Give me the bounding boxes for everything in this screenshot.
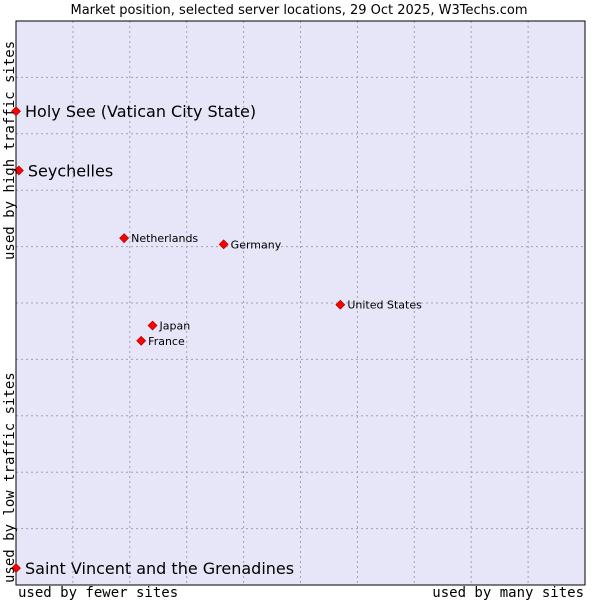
point-label: Japan [159, 320, 191, 333]
y-axis-label-top: used by high traffic sites [2, 41, 18, 260]
point-marker [335, 299, 346, 310]
x-axis-label-right: used by many sites [432, 585, 584, 600]
y-axis-label-bottom: used by low traffic sites [2, 372, 18, 583]
point-japan: Japan [147, 320, 191, 333]
point-label: Saint Vincent and the Grenadines [25, 559, 294, 578]
point-marker [11, 563, 21, 574]
point-germany: Germany [218, 238, 282, 251]
point-marker [218, 239, 229, 250]
chart-title: Market position, selected server locatio… [70, 3, 527, 18]
point-saint-vincent-and-the-grenadines: Saint Vincent and the Grenadines [11, 559, 294, 578]
point-marker [13, 165, 24, 176]
point-label: France [148, 335, 185, 348]
point-netherlands: Netherlands [119, 232, 198, 245]
grid-lines [16, 21, 585, 585]
point-holy-see-vatican-city-state: Holy See (Vatican City State) [11, 102, 256, 121]
point-marker [147, 320, 158, 331]
x-axis-label-left: used by fewer sites [18, 585, 178, 600]
point-france: France [136, 335, 185, 348]
point-label: Holy See (Vatican City State) [25, 102, 256, 121]
point-marker [136, 335, 147, 346]
point-marker [119, 233, 130, 244]
point-label: Netherlands [131, 232, 198, 245]
point-label: Seychelles [28, 161, 113, 180]
point-marker [11, 106, 21, 117]
data-points: Holy See (Vatican City State) Seychelles N… [11, 102, 422, 578]
point-seychelles: Seychelles [13, 161, 113, 180]
point-united-states: United States [335, 299, 422, 312]
point-label: Germany [231, 238, 282, 251]
point-label: United States [347, 299, 422, 312]
plot-frame [15, 20, 586, 586]
